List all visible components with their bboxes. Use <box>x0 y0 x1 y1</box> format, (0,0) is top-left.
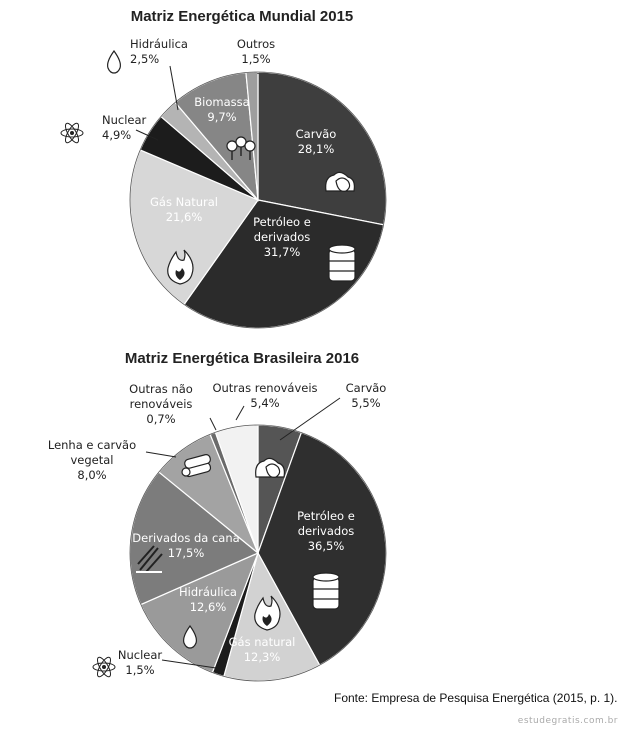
leader-line <box>135 129 159 141</box>
source-note: Fonte: Empresa de Pesquisa Energética (2… <box>334 691 618 705</box>
coal-icon <box>325 171 355 192</box>
flame-icon <box>167 249 194 285</box>
slice-label: Nuclear 4,9% <box>102 113 147 142</box>
slice-label: Petróleo e derivados 36,5% <box>297 509 355 553</box>
slice-label: Gás Natural 21,6% <box>150 195 218 224</box>
leader-line <box>209 417 217 431</box>
firewood-icon <box>181 454 212 478</box>
slice-label: Petróleo e derivados 31,7% <box>253 215 311 259</box>
chart-title-brasileira: Matriz Energética Brasileira 2016 <box>124 350 360 367</box>
trees-icon <box>226 136 256 160</box>
slice-label: Nuclear 1,5% <box>118 648 163 677</box>
leader-line <box>161 659 217 669</box>
slice-label: Derivados da cana 17,5% <box>132 531 239 560</box>
chart-title-mundial: Matriz Energética Mundial 2015 <box>130 8 354 25</box>
leader-line <box>279 397 341 441</box>
leader-line <box>235 405 245 421</box>
pie-chart-0: Carvão 28,1% Petróleo e derivados 31,7% Gás N… <box>60 37 387 329</box>
leader-line <box>169 65 179 111</box>
slice-label: Carvão 28,1% <box>296 127 337 156</box>
slice-label: Biomassa 9,7% <box>194 95 249 124</box>
slice-label: Lenha e carvão vegetal 8,0% <box>48 438 136 482</box>
slice-label: Gás natural 12,3% <box>229 635 296 664</box>
coal-icon <box>255 457 285 478</box>
water-drop-icon <box>183 624 197 649</box>
atom-icon <box>92 656 116 678</box>
atom-icon <box>60 122 84 144</box>
slice-label: Hidráulica 12,6% <box>179 585 237 614</box>
pie-chart-1: Carvão 5,5% Petróleo e derivados 36,5% Gás na… <box>48 381 387 682</box>
water-drop-icon <box>107 49 121 74</box>
slice-label: Outras renováveis 5,4% <box>212 381 317 410</box>
watermark: estudegratis.com.br <box>517 716 618 726</box>
oil-barrel-icon <box>312 572 340 610</box>
slice-label: Carvão 5,5% <box>346 381 387 410</box>
slice-label: Outros 1,5% <box>237 37 275 66</box>
oil-barrel-icon <box>328 244 356 282</box>
slice-label: Outras não renováveis 0,7% <box>129 382 193 426</box>
flame-icon <box>254 595 281 631</box>
slice-label: Hidráulica 2,5% <box>130 37 188 66</box>
leader-line <box>145 451 177 458</box>
sugarcane-icon <box>136 545 163 573</box>
